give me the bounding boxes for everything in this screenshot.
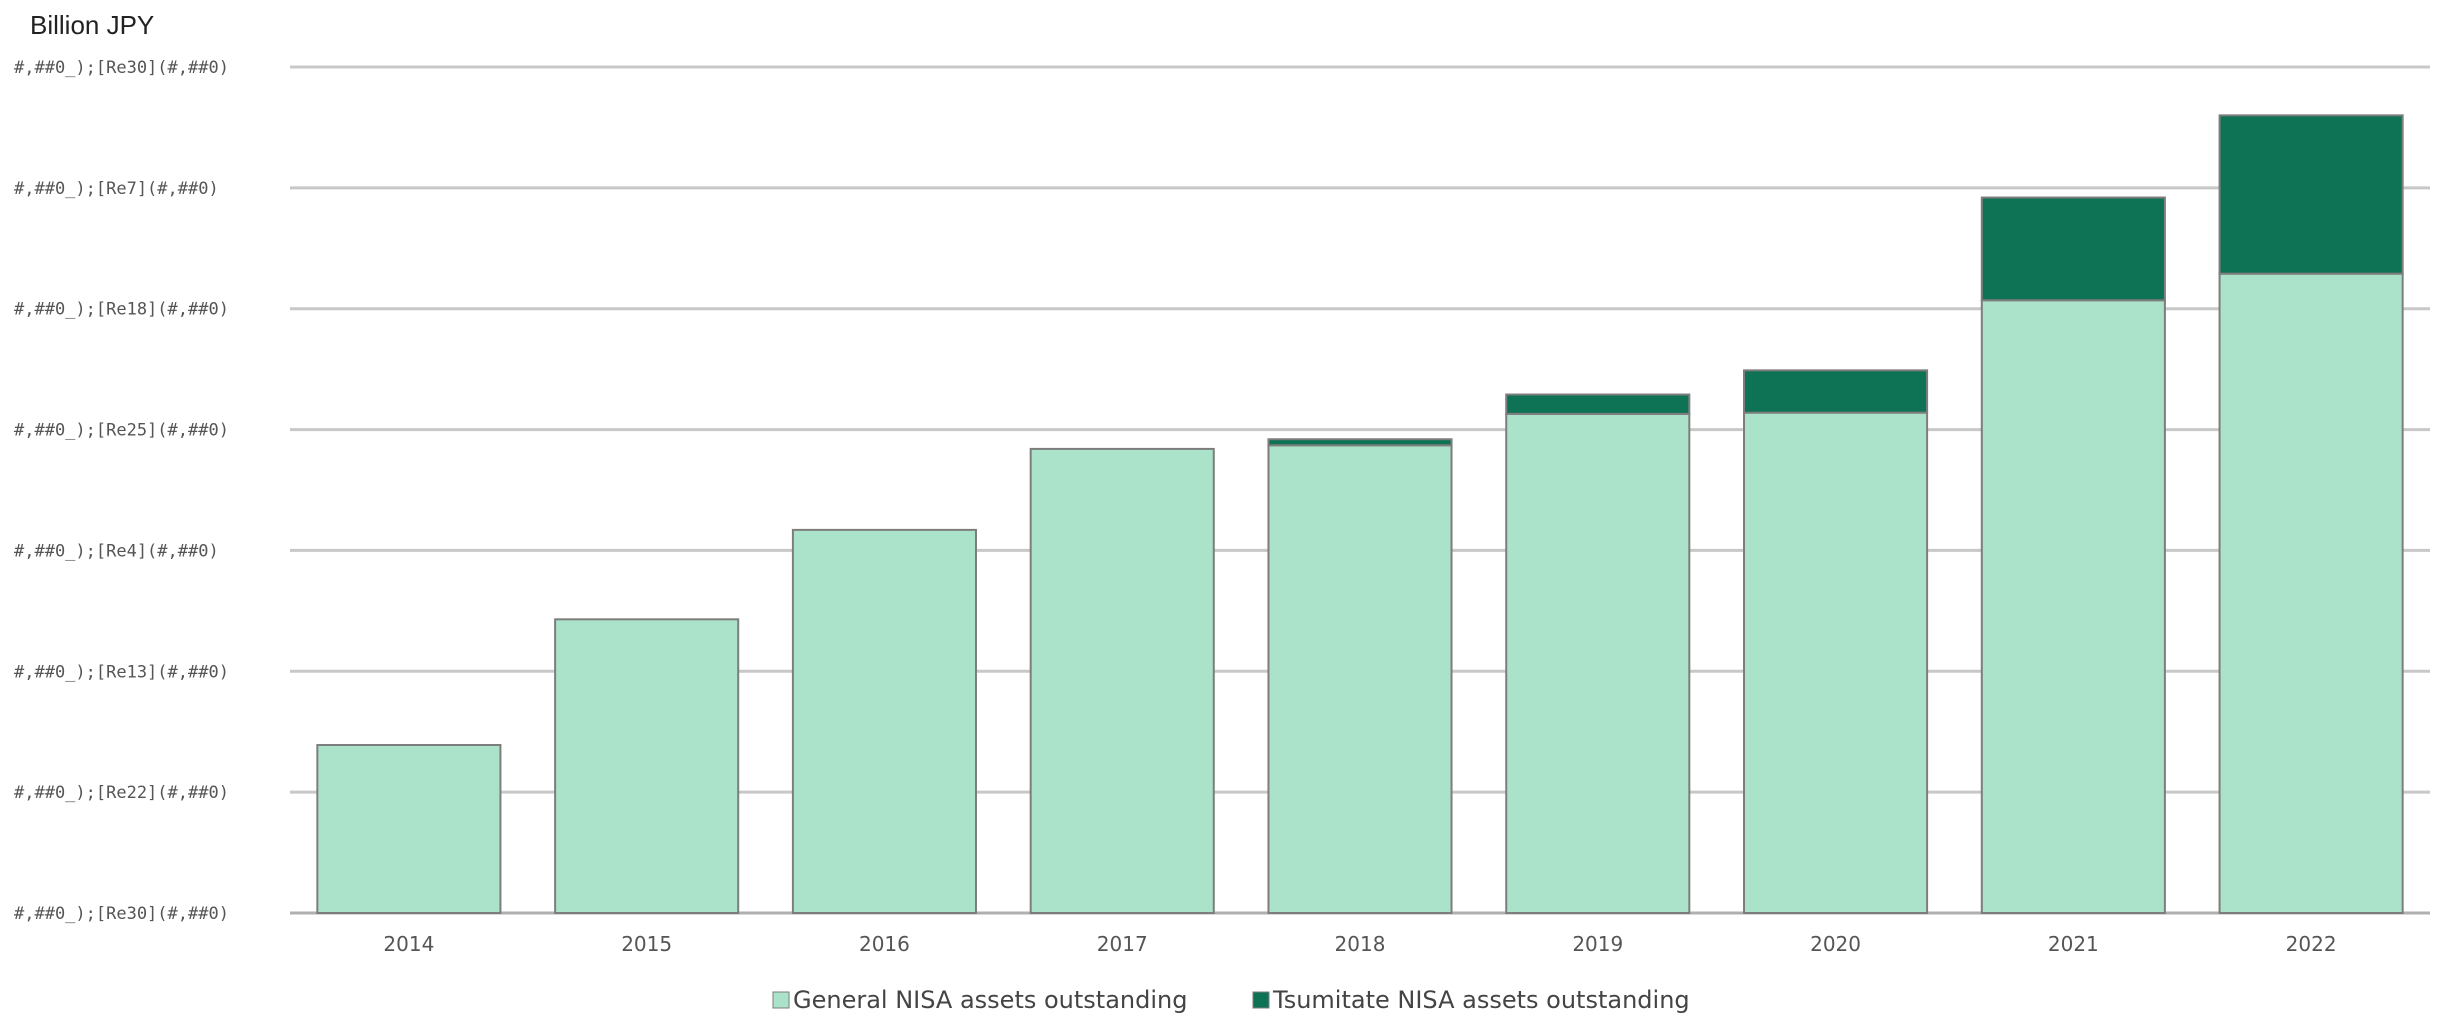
bar-general-nisa bbox=[1980, 299, 2166, 914]
y-tick-label: #,##0_);[Re22](#,##0) bbox=[14, 783, 229, 803]
x-tick-label: 2020 bbox=[1810, 932, 1861, 956]
y-tick-label: #,##0_);[Re30](#,##0) bbox=[14, 904, 229, 924]
x-tick-label: 2018 bbox=[1335, 932, 1386, 956]
x-tick-label: 2015 bbox=[621, 932, 672, 956]
legend-swatch-tsumitate bbox=[1252, 991, 1270, 1009]
y-tick-label: #,##0_);[Re13](#,##0) bbox=[14, 662, 229, 682]
bar-general-nisa bbox=[316, 744, 502, 914]
x-tick-label: 2014 bbox=[383, 932, 434, 956]
x-tick-label: 2017 bbox=[1097, 932, 1148, 956]
bar-general-nisa bbox=[554, 618, 740, 914]
x-tick-label: 2019 bbox=[1572, 932, 1623, 956]
y-tick-label: #,##0_);[Re4](#,##0) bbox=[14, 541, 219, 561]
y-tick-label: #,##0_);[Re18](#,##0) bbox=[14, 300, 229, 320]
y-axis-unit-label: Billion JPY bbox=[30, 10, 154, 40]
bar-tsumitate-nisa bbox=[1505, 393, 1691, 415]
bar-general-nisa bbox=[1505, 412, 1691, 914]
legend-label-tsumitate: Tsumitate NISA assets outstanding bbox=[1272, 986, 1690, 1014]
y-tick-label: #,##0_);[Re30](#,##0) bbox=[14, 58, 229, 78]
bar-general-nisa bbox=[1029, 447, 1215, 914]
x-axis-tick-labels: 2014 2015 2016 2017 2018 2019 2020 2021 2022 bbox=[383, 932, 2336, 956]
bar-tsumitate-nisa bbox=[1980, 196, 2166, 302]
bar-tsumitate-nisa bbox=[1743, 369, 1929, 414]
x-tick-label: 2016 bbox=[859, 932, 910, 956]
bar-tsumitate-nisa bbox=[1267, 438, 1453, 447]
bar-tsumitate-nisa bbox=[2218, 114, 2404, 275]
x-tick-label: 2022 bbox=[2286, 932, 2337, 956]
bar-general-nisa bbox=[1267, 444, 1453, 914]
y-tick-label: #,##0_);[Re25](#,##0) bbox=[14, 421, 229, 441]
legend-label-general: General NISA assets outstanding bbox=[793, 986, 1187, 1014]
y-axis-tick-labels: #,##0_);[Re30](#,##0) #,##0_);[Re22](#,##… bbox=[14, 58, 229, 924]
x-tick-label: 2021 bbox=[2048, 932, 2099, 956]
bar-general-nisa bbox=[1743, 411, 1929, 914]
bar-general-nisa bbox=[791, 528, 977, 915]
legend: General NISA assets outstanding Tsumitate… bbox=[772, 986, 1690, 1014]
bar-general-nisa bbox=[2218, 272, 2404, 914]
bars bbox=[316, 114, 2404, 915]
legend-swatch-general bbox=[772, 991, 790, 1009]
y-tick-label: #,##0_);[Re7](#,##0) bbox=[14, 179, 219, 199]
